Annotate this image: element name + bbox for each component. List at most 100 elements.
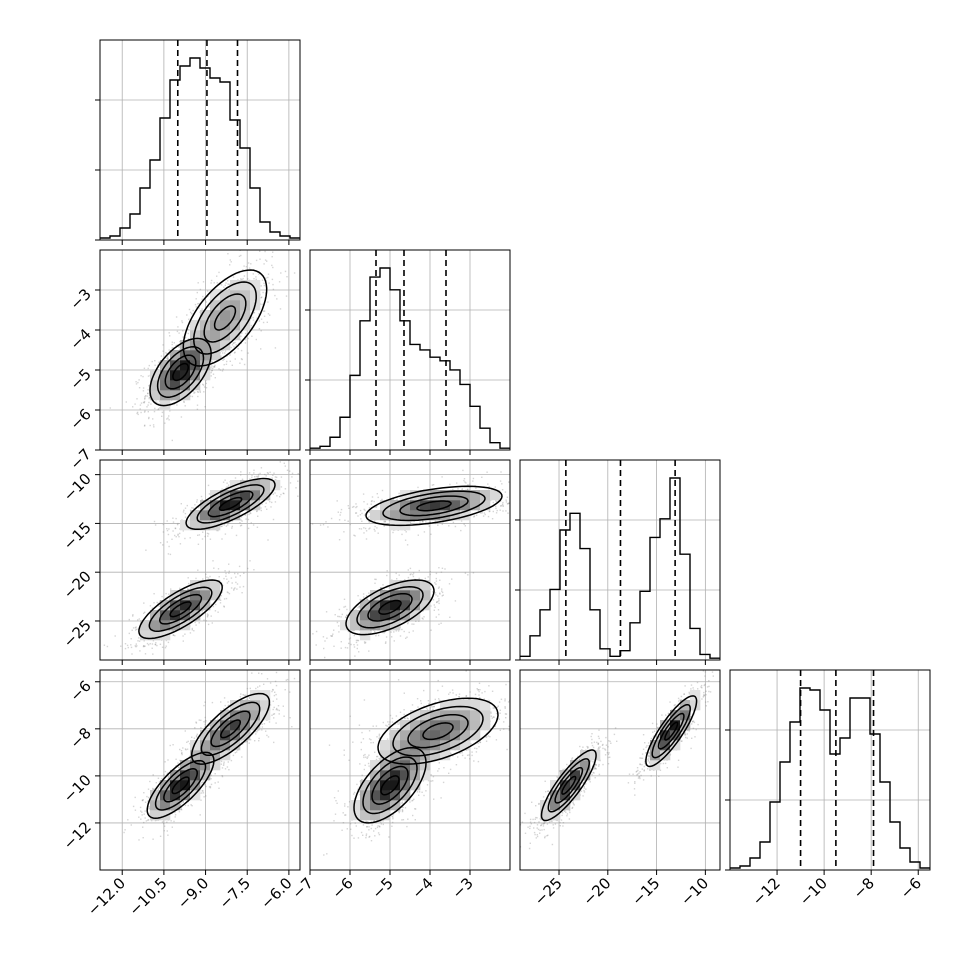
scatter-panel-1-3 xyxy=(99,459,301,661)
contour-line xyxy=(345,579,435,636)
contour-line xyxy=(664,721,679,741)
histogram-line xyxy=(310,267,510,449)
contour-line xyxy=(371,765,409,805)
contour-line xyxy=(367,592,413,622)
contour-line xyxy=(172,362,189,382)
contour-line xyxy=(554,766,584,804)
contour-line xyxy=(213,305,237,331)
y-tick-label: −20 xyxy=(60,567,95,602)
x-tick-label: −10.5 xyxy=(125,874,170,919)
scatter-panel-2-3 xyxy=(309,459,511,661)
x-tick-label: −7 xyxy=(288,874,316,902)
contour-line xyxy=(200,701,261,757)
panel-background xyxy=(730,670,930,870)
contour-line xyxy=(193,281,257,355)
panel-frame xyxy=(519,459,721,661)
contour-line xyxy=(657,712,685,750)
contour-line xyxy=(377,697,499,765)
contour-line xyxy=(164,354,197,390)
hist-panel-2 xyxy=(305,249,511,451)
x-tick-label: −25 xyxy=(531,874,566,909)
panel-frame xyxy=(309,249,511,451)
panel-frame xyxy=(99,669,301,871)
x-tick-label: −6.0 xyxy=(257,874,295,912)
contour-line xyxy=(220,719,242,739)
y-tick-label: −4 xyxy=(66,325,94,353)
x-tick-label: −9.0 xyxy=(174,874,212,912)
scatter-panel-1-2 xyxy=(99,249,301,451)
contour-line xyxy=(169,601,192,618)
contour-line xyxy=(196,484,265,524)
x-tick-label: −3 xyxy=(448,874,476,902)
contour-line xyxy=(356,586,424,629)
x-tick-label: −6 xyxy=(897,874,925,902)
scatter-panel-2-4 xyxy=(309,669,511,871)
contour-line xyxy=(561,775,577,795)
panel-frame xyxy=(99,39,301,241)
x-tick-label: −8 xyxy=(850,874,878,902)
contour-line xyxy=(171,776,190,795)
contour-line xyxy=(540,749,597,822)
x-tick-label: −12.0 xyxy=(84,874,129,919)
contour-line xyxy=(651,703,691,759)
contour-line xyxy=(416,500,452,512)
contour-line xyxy=(154,759,207,811)
contour-line xyxy=(185,477,276,531)
x-tick-label: −10 xyxy=(796,874,831,909)
panel-frame xyxy=(99,459,301,661)
hist-panel-4 xyxy=(725,669,931,871)
histogram-line xyxy=(730,687,930,869)
contour-line xyxy=(547,758,591,813)
panel-frame xyxy=(309,669,511,871)
contour-line xyxy=(407,713,469,749)
contour-line xyxy=(156,346,205,398)
contour-line xyxy=(365,485,503,527)
contour-line xyxy=(163,768,198,803)
contour-line xyxy=(392,705,484,757)
x-tick-label: −10 xyxy=(677,874,712,909)
contour-line xyxy=(422,722,454,741)
scatter-panel-3-4 xyxy=(519,669,721,871)
y-tick-label: −15 xyxy=(60,519,95,554)
contour-line xyxy=(380,775,400,796)
panel-frame xyxy=(729,669,931,871)
y-tick-label: −10 xyxy=(60,771,95,806)
y-tick-label: −7 xyxy=(66,445,94,473)
contour-line xyxy=(353,746,427,824)
hist-panel-3 xyxy=(515,459,721,661)
y-tick-label: −5 xyxy=(66,365,94,393)
contour-line xyxy=(382,490,486,522)
panel-background xyxy=(100,40,300,240)
x-tick-label: −4 xyxy=(408,874,436,902)
y-tick-label: −10 xyxy=(60,470,95,505)
x-tick-label: −20 xyxy=(580,874,615,909)
histogram-line xyxy=(100,57,300,239)
contour-line xyxy=(149,337,212,407)
panel-frame xyxy=(99,249,301,451)
contour-line xyxy=(146,751,215,819)
contour-line xyxy=(190,692,271,765)
contour-line xyxy=(378,599,402,615)
panel-frame xyxy=(519,669,721,871)
y-tick-label: −3 xyxy=(66,285,94,313)
contour-line xyxy=(203,293,247,343)
scatter-panel-1-4 xyxy=(99,669,301,871)
y-tick-label: −6 xyxy=(66,677,94,705)
contour-line xyxy=(218,496,243,511)
contour-line xyxy=(399,495,469,517)
x-tick-label: −5 xyxy=(368,874,396,902)
y-tick-label: −8 xyxy=(66,724,94,752)
contour-line xyxy=(158,593,203,625)
x-tick-label: −15 xyxy=(628,874,663,909)
contour-line xyxy=(362,756,418,815)
x-tick-label: −6 xyxy=(328,874,356,902)
contour-line xyxy=(207,490,254,518)
y-tick-label: −25 xyxy=(60,616,95,651)
x-tick-label: −12 xyxy=(749,874,784,909)
x-tick-label: −7.5 xyxy=(216,874,254,912)
y-tick-label: −6 xyxy=(66,405,94,433)
panel-frame xyxy=(309,459,511,661)
contour-line xyxy=(645,695,698,768)
contour-line xyxy=(148,586,213,632)
contour-line xyxy=(138,579,223,640)
